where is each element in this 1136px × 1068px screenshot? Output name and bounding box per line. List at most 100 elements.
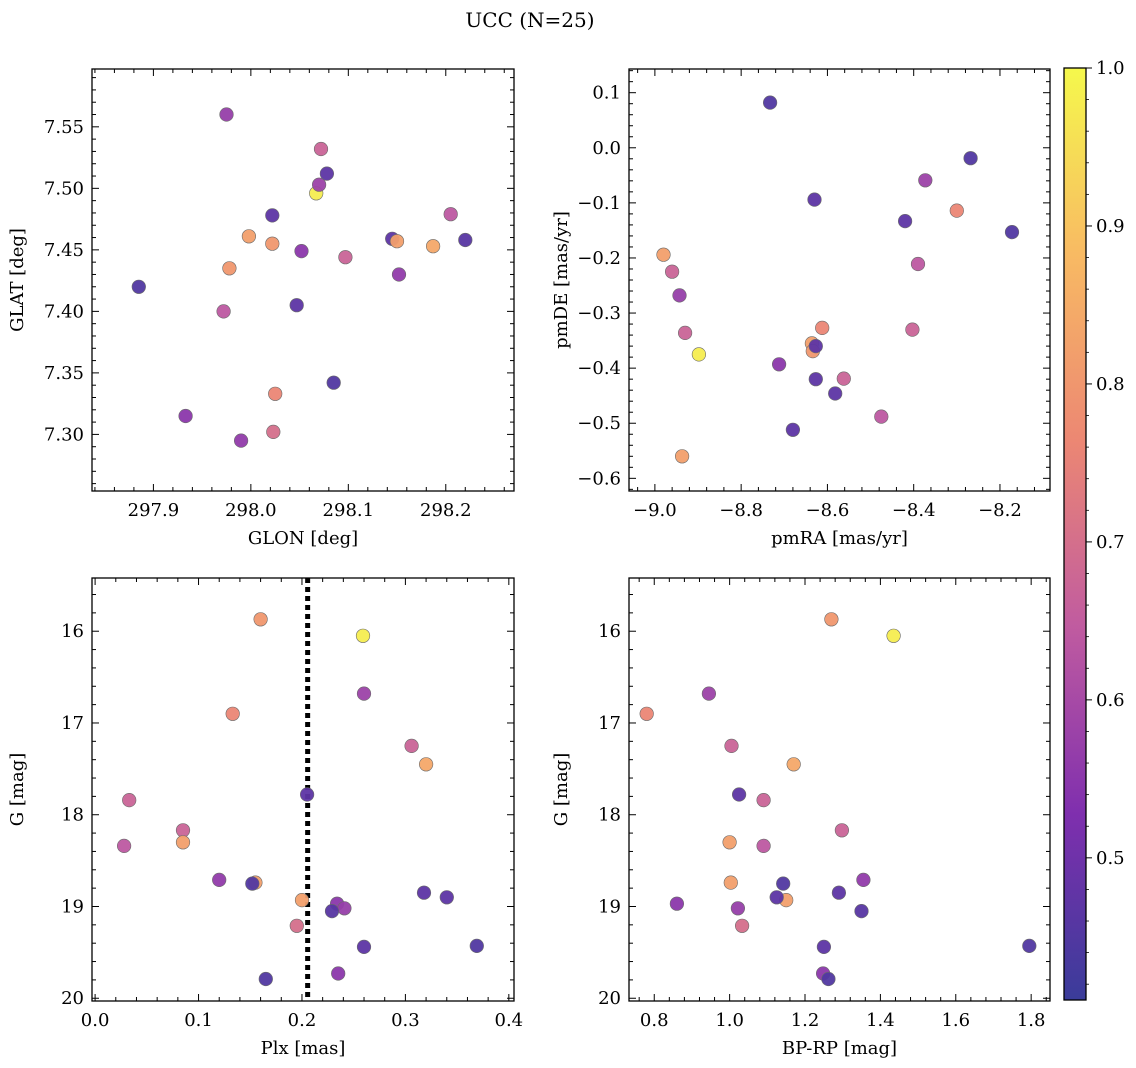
scatter-point xyxy=(821,971,836,987)
scatter-point xyxy=(731,787,747,802)
x-tick-label: 0.1 xyxy=(184,1010,213,1031)
scatter-point xyxy=(391,267,407,282)
y-tick-label: 7.45 xyxy=(44,240,84,261)
y-tick-label: 16 xyxy=(61,621,84,642)
scatter-point xyxy=(786,757,801,772)
scatter-point xyxy=(897,214,913,229)
scatter-point xyxy=(734,918,750,933)
scatter-point xyxy=(664,264,680,279)
scatter-point xyxy=(337,901,352,916)
scatter-point xyxy=(762,95,778,110)
colorbar-tick-label: 0.9 xyxy=(1096,216,1125,237)
x-tick-label: 1.2 xyxy=(791,1010,820,1031)
scatter-point xyxy=(856,872,871,888)
scatter-point xyxy=(122,792,137,808)
scatter-point xyxy=(1022,938,1037,954)
scatter-point xyxy=(815,320,830,336)
scatter-point xyxy=(419,757,434,772)
x-tick-label: −8.8 xyxy=(719,500,763,521)
scatter-point xyxy=(785,422,801,437)
scatter-point xyxy=(458,232,473,248)
scatter-point xyxy=(756,792,771,808)
scatter-point xyxy=(356,686,372,701)
y-tick-label: 16 xyxy=(598,621,621,642)
scatter-point xyxy=(265,208,280,223)
scatter-point xyxy=(319,166,335,181)
scatter-point xyxy=(241,229,256,244)
scatter-point xyxy=(312,177,327,192)
scatter-point xyxy=(356,939,372,955)
x-tick-label: 0.8 xyxy=(640,1010,669,1031)
y-tick-label: 20 xyxy=(598,988,621,1009)
x-axis-label: BP-RP [mag] xyxy=(782,1038,897,1059)
scatter-point xyxy=(234,433,249,448)
figure-title: UCC (N=25) xyxy=(465,8,594,32)
x-tick-label: 1.8 xyxy=(1017,1010,1046,1031)
colorbar-tick-label: 0.5 xyxy=(1096,848,1125,869)
y-tick-label: −0.3 xyxy=(577,303,621,324)
scatter-point xyxy=(212,872,227,888)
colorbar-tick-label: 0.7 xyxy=(1096,532,1125,553)
scatter-point xyxy=(216,304,231,319)
scatter-point xyxy=(1004,225,1020,240)
scatter-point xyxy=(756,838,771,854)
scatter-point xyxy=(266,424,281,440)
x-tick-label: 0.0 xyxy=(81,1010,110,1031)
scatter-point xyxy=(469,938,484,954)
scatter-point xyxy=(331,966,346,981)
y-axis-label: pmDE [mas/yr] xyxy=(551,211,572,349)
scatter-point xyxy=(691,347,707,362)
x-tick-label: 0.3 xyxy=(391,1010,420,1031)
scatter-point xyxy=(639,706,654,721)
y-tick-label: 0.0 xyxy=(592,138,621,159)
y-tick-label: 18 xyxy=(598,805,621,826)
scatter-point xyxy=(131,279,146,294)
scatter-point xyxy=(769,890,784,905)
scatter-point xyxy=(910,256,926,272)
scatter-point xyxy=(116,838,132,854)
x-tick-label: −9.0 xyxy=(633,500,677,521)
scatter-point xyxy=(219,107,234,122)
x-tick-label: 298.0 xyxy=(225,500,277,521)
axes-frame xyxy=(91,577,515,1002)
x-tick-label: 1.4 xyxy=(866,1010,895,1031)
x-tick-label: −8.2 xyxy=(978,500,1022,521)
y-axis-label: G [mag] xyxy=(7,753,28,826)
scatter-point xyxy=(816,939,832,955)
scatter-point xyxy=(874,409,889,424)
scatter-point xyxy=(338,250,353,265)
scatter-point xyxy=(245,876,260,891)
scatter-point xyxy=(722,835,737,850)
y-tick-label: 7.55 xyxy=(44,117,84,138)
y-tick-label: −0.1 xyxy=(577,193,621,214)
scatter-point xyxy=(656,247,671,262)
colorbar: 0.5 0.6 0.7 0.8 0.9 1.0 xyxy=(1063,58,1125,1001)
scatter-point xyxy=(313,141,329,157)
scatter-point xyxy=(677,325,693,341)
x-tick-label: 298.1 xyxy=(323,500,375,521)
y-tick-label: 7.30 xyxy=(44,424,84,445)
x-tick-label: 1.0 xyxy=(715,1010,744,1031)
scatter-point xyxy=(222,261,237,276)
scatter-point xyxy=(443,207,458,222)
scatter-point xyxy=(669,896,685,911)
scatter-point xyxy=(289,918,304,933)
x-axis-label: pmRA [mas/yr] xyxy=(771,528,908,549)
scatter-point xyxy=(416,885,432,900)
scatter-point xyxy=(824,612,839,627)
y-tick-label: −0.6 xyxy=(577,468,621,489)
scatter-point xyxy=(258,971,273,987)
scatter-point xyxy=(178,408,193,424)
scatter-point xyxy=(963,151,978,166)
scatter-point xyxy=(294,892,310,908)
x-tick-label: −8.4 xyxy=(892,500,936,521)
scatter-point xyxy=(854,903,869,919)
y-tick-label: −0.5 xyxy=(577,413,621,434)
y-tick-label: 18 xyxy=(61,805,84,826)
scatter-point xyxy=(289,298,304,313)
y-tick-label: 17 xyxy=(61,713,84,734)
x-tick-label: 298.2 xyxy=(420,500,472,521)
scatter-point xyxy=(265,236,280,251)
scatter-point xyxy=(776,876,791,891)
x-axis-label: GLON [deg] xyxy=(248,528,358,549)
